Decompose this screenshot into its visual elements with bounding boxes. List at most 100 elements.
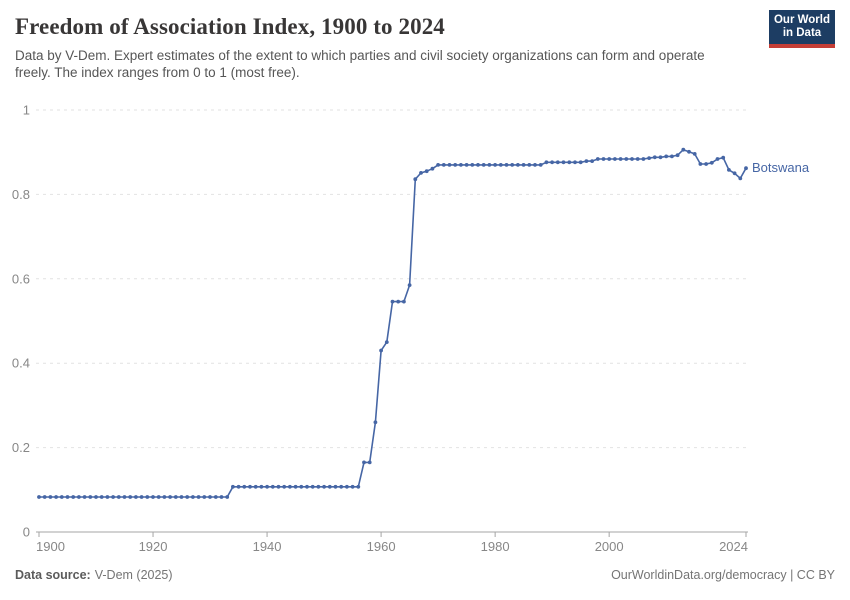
data-point <box>555 160 560 165</box>
data-point <box>709 160 714 165</box>
chart-footer: Data source: V-Dem (2025) OurWorldinData.… <box>15 568 835 582</box>
data-point <box>595 157 600 161</box>
data-point <box>481 163 486 167</box>
data-point <box>727 168 731 172</box>
data-point <box>453 163 458 167</box>
data-point <box>77 495 81 499</box>
data-point <box>413 177 418 182</box>
data-point <box>447 163 452 167</box>
data-point <box>48 495 53 499</box>
data-point <box>430 166 435 171</box>
data-point <box>578 160 583 165</box>
y-tick-label: 0.2 <box>12 440 30 455</box>
data-point <box>521 163 526 167</box>
data-point <box>402 299 406 304</box>
data-point <box>179 495 184 499</box>
data-point <box>510 163 515 167</box>
data-point <box>71 495 76 499</box>
data-point <box>419 171 423 175</box>
data-point <box>498 163 503 167</box>
owid-logo-line1: Our World <box>773 14 830 26</box>
data-point <box>145 495 150 499</box>
data-point <box>396 299 401 304</box>
data-point <box>111 495 115 499</box>
data-point <box>533 163 537 167</box>
data-point <box>362 460 366 465</box>
data-point <box>613 157 617 161</box>
data-point <box>658 155 663 160</box>
y-tick-label: 1 <box>23 103 30 118</box>
data-point <box>470 163 475 167</box>
data-point <box>316 484 321 489</box>
data-point <box>333 484 338 489</box>
x-tick-label: 2024 <box>719 539 748 554</box>
data-point <box>168 495 173 499</box>
data-point <box>122 495 127 499</box>
data-point <box>59 495 64 499</box>
data-point <box>208 495 212 499</box>
data-point <box>94 495 98 499</box>
data-point <box>196 495 201 499</box>
data-point <box>550 160 554 165</box>
data-point <box>618 157 623 161</box>
data-point <box>128 495 133 499</box>
data-point <box>721 155 726 160</box>
y-tick-label: 0 <box>23 525 30 540</box>
chart-header: Freedom of Association Index, 1900 to 20… <box>15 14 835 82</box>
data-point <box>213 495 218 499</box>
data-point <box>487 163 492 167</box>
data-point <box>652 155 657 160</box>
data-point <box>476 163 480 167</box>
data-point <box>219 495 224 499</box>
data-point <box>687 149 691 154</box>
data-point <box>744 166 748 171</box>
data-point <box>42 495 47 499</box>
data-point <box>54 495 58 499</box>
data-point <box>37 495 41 499</box>
page-title: Freedom of Association Index, 1900 to 20… <box>15 14 445 39</box>
data-point <box>327 484 332 489</box>
data-point <box>248 484 252 489</box>
data-point <box>373 420 378 425</box>
data-point <box>635 157 640 161</box>
x-tick-label: 1900 <box>36 539 65 554</box>
data-point <box>202 495 207 499</box>
x-tick-label: 1960 <box>367 539 396 554</box>
data-point <box>698 162 703 166</box>
data-point <box>601 157 606 161</box>
chart-subtitle: Data by V-Dem. Expert estimates of the e… <box>15 48 705 80</box>
y-tick-label: 0.8 <box>12 187 30 202</box>
data-point <box>231 484 235 489</box>
data-point <box>253 484 258 489</box>
data-point <box>82 495 87 499</box>
data-point <box>647 156 651 160</box>
data-point <box>139 495 144 499</box>
data-point <box>590 159 594 163</box>
data-point <box>441 163 446 167</box>
x-tick-label: 2000 <box>595 539 624 554</box>
data-point <box>339 484 344 489</box>
data-point <box>584 159 589 163</box>
data-point <box>350 484 355 489</box>
owid-logo: Our World in Data <box>769 10 835 48</box>
data-point <box>732 171 737 176</box>
data-point <box>299 484 304 489</box>
x-tick-label: 1920 <box>139 539 168 554</box>
data-point <box>259 484 264 489</box>
owid-logo-line2: in Data <box>782 27 822 39</box>
data-point <box>305 484 309 489</box>
chart-svg: 0 0.2 0.4 0.6 0.8 1 1900 1920 1940 1960 1980 2000 20… <box>12 103 810 555</box>
data-point <box>156 495 161 499</box>
data-point <box>185 495 190 499</box>
data-point <box>390 299 395 304</box>
data-point <box>134 495 138 499</box>
data-point <box>276 484 281 489</box>
entity-label-botswana: Botswana <box>752 160 810 175</box>
data-point <box>493 163 497 167</box>
data-point <box>561 160 566 165</box>
data-point <box>607 157 612 161</box>
data-point <box>459 163 463 167</box>
data-point <box>356 484 361 489</box>
data-point <box>573 160 577 165</box>
series-line-botswana <box>38 148 747 498</box>
